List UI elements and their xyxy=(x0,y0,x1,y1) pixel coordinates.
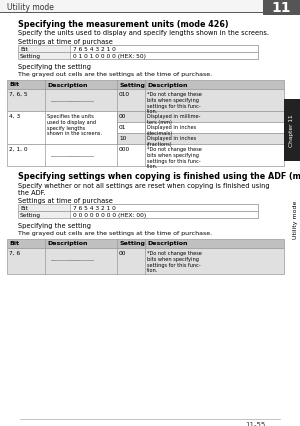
Text: Displayed in inches
(fractions): Displayed in inches (fractions) xyxy=(147,136,196,147)
Text: ──────────────: ────────────── xyxy=(50,98,94,103)
Bar xyxy=(70,211,258,219)
Text: Chapter 11: Chapter 11 xyxy=(290,115,295,147)
Bar xyxy=(70,46,258,53)
Text: *Do not change these
bits when specifying
settings for this func-
tion.: *Do not change these bits when specifyin… xyxy=(147,147,202,169)
Bar xyxy=(18,211,258,219)
Text: Settings at time of purchase: Settings at time of purchase xyxy=(18,39,113,45)
Text: 11-55: 11-55 xyxy=(245,421,265,426)
Text: Specifying the setting: Specifying the setting xyxy=(18,222,91,228)
Text: 01: 01 xyxy=(119,125,126,130)
Bar xyxy=(7,81,284,90)
Text: Description: Description xyxy=(147,241,188,246)
Bar xyxy=(18,46,258,53)
Bar xyxy=(7,145,284,167)
Text: Specifies the units
used to display and
specify lengths
shown in the screens.: Specifies the units used to display and … xyxy=(47,114,102,136)
Text: Specify the units used to display and specify lengths shown in the screens.: Specify the units used to display and sp… xyxy=(18,30,269,36)
Text: 7 6 5 4 3 2 1 0: 7 6 5 4 3 2 1 0 xyxy=(73,47,116,52)
Text: Utility mode: Utility mode xyxy=(292,200,298,239)
Bar xyxy=(117,112,284,123)
Text: The grayed out cells are the settings at the time of purchase.: The grayed out cells are the settings at… xyxy=(18,230,212,236)
Text: Specifying the setting: Specifying the setting xyxy=(18,64,91,70)
Text: Bit: Bit xyxy=(9,241,19,246)
Text: Description: Description xyxy=(147,82,188,87)
Text: 2, 1, 0: 2, 1, 0 xyxy=(9,147,28,152)
Bar xyxy=(7,112,284,145)
Text: Setting: Setting xyxy=(119,241,145,246)
Text: Settings at time of purchase: Settings at time of purchase xyxy=(18,198,113,204)
Text: 00: 00 xyxy=(119,250,127,256)
Text: Specify whether or not all settings are reset when copying is finished using: Specify whether or not all settings are … xyxy=(18,183,270,189)
Bar xyxy=(0,0,275,13)
Bar xyxy=(7,239,284,248)
Bar xyxy=(70,204,258,211)
Text: Utility mode: Utility mode xyxy=(7,3,54,12)
Text: 7 6 5 4 3 2 1 0: 7 6 5 4 3 2 1 0 xyxy=(73,205,116,210)
Text: Setting: Setting xyxy=(20,213,41,218)
Bar xyxy=(284,100,300,161)
Bar xyxy=(18,204,258,211)
Text: The grayed out cells are the settings at the time of purchase.: The grayed out cells are the settings at… xyxy=(18,72,212,77)
Text: *Do not change these
bits when specifying
settings for this func-
tion.: *Do not change these bits when specifyin… xyxy=(147,92,202,114)
Text: *Do not change these
bits when specifying
settings for this func-
tion.: *Do not change these bits when specifyin… xyxy=(147,250,202,273)
Bar xyxy=(117,134,284,145)
Text: 010: 010 xyxy=(119,92,130,97)
Text: 11: 11 xyxy=(271,1,291,15)
Text: 4, 3: 4, 3 xyxy=(9,114,20,119)
Bar xyxy=(263,0,300,16)
Text: Bit: Bit xyxy=(9,82,19,87)
Text: 00: 00 xyxy=(119,114,127,119)
Text: 0 1 0 1 0 0 0 0 (HEX: 50): 0 1 0 1 0 0 0 0 (HEX: 50) xyxy=(73,54,146,59)
Text: 0 0 0 0 0 0 0 0 (HEX: 00): 0 0 0 0 0 0 0 0 (HEX: 00) xyxy=(73,213,146,218)
Text: Specifying the measurement units (mode 426): Specifying the measurement units (mode 4… xyxy=(18,20,229,29)
Bar xyxy=(18,53,258,60)
Bar xyxy=(7,90,284,112)
Text: Bit: Bit xyxy=(20,205,28,210)
Text: 7, 6, 5: 7, 6, 5 xyxy=(9,92,28,97)
Text: Displayed in millime-
ters (mm): Displayed in millime- ters (mm) xyxy=(147,114,200,124)
Text: ──────────────: ────────────── xyxy=(50,256,94,262)
Bar xyxy=(117,123,284,134)
Text: 7, 6: 7, 6 xyxy=(9,250,20,256)
Text: 10: 10 xyxy=(119,136,126,141)
Text: Setting: Setting xyxy=(20,54,41,59)
Text: Displayed in inches
(decimals): Displayed in inches (decimals) xyxy=(147,125,196,135)
Text: Setting: Setting xyxy=(119,82,145,87)
Text: Description: Description xyxy=(47,241,88,246)
Text: Specifying settings when copying is finished using the ADF (mode 429): Specifying settings when copying is fini… xyxy=(18,172,300,181)
Bar xyxy=(70,53,258,60)
Text: ──────────────: ────────────── xyxy=(50,153,94,158)
Text: the ADF.: the ADF. xyxy=(18,190,45,196)
Bar xyxy=(7,248,284,274)
Text: Bit: Bit xyxy=(20,47,28,52)
Text: 000: 000 xyxy=(119,147,130,152)
Text: Description: Description xyxy=(47,82,88,87)
